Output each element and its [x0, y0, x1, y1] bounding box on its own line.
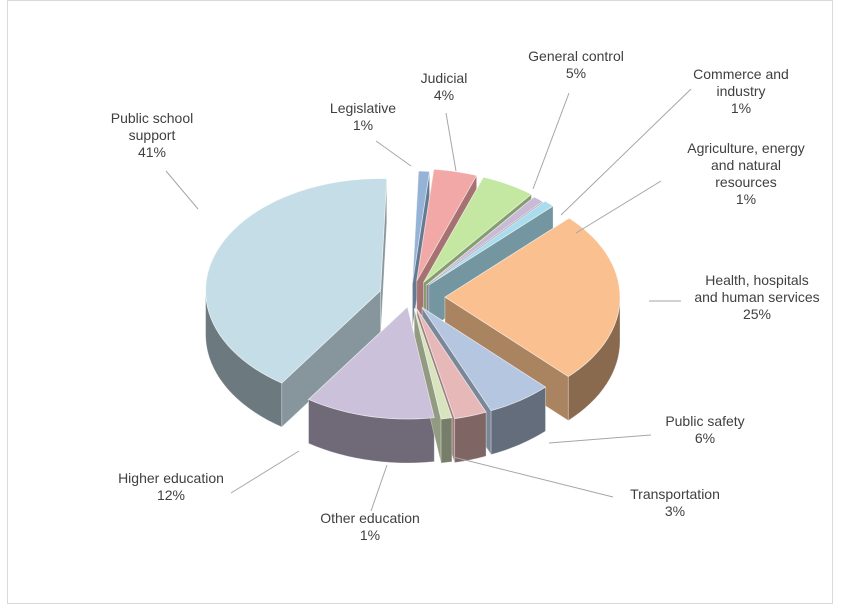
slice-judicial [416, 168, 478, 281]
slice-public-school [205, 178, 388, 384]
leader-line-transportation [452, 456, 614, 498]
pie-chart: Legislative 1% Judicial 4% General control 5%… [111, 48, 820, 543]
data-label-higher-education: Higher education 12% [118, 470, 224, 503]
pie-tops [205, 168, 621, 420]
leader-line-judicial [445, 112, 457, 172]
slice-agriculture [428, 200, 554, 286]
slice-commerce-industry [426, 196, 544, 286]
leader-line-general-control [532, 92, 570, 190]
data-label-general-control: General control 5% [528, 48, 624, 81]
slice-transportation [416, 308, 487, 420]
pie-labels: Legislative 1% Judicial 4% General control 5%… [111, 48, 820, 543]
data-label-transportation: Transportation 3% [630, 486, 720, 519]
chart-area: Legislative 1% Judicial 4% General control 5%… [7, 0, 833, 604]
data-label-health: Health, hospitals and human services 25% [694, 272, 819, 322]
leader-line-higher-education [230, 450, 300, 494]
data-label-agriculture: Agriculture, energy and natural resources 1… [687, 140, 805, 207]
slice-legislative [412, 170, 430, 284]
data-label-public-school: Public school support 41% [111, 110, 194, 160]
leader-line-commerce-industry [560, 88, 692, 216]
slice-higher-education [307, 306, 435, 420]
slice-health [444, 217, 621, 378]
leader-line-public-safety [548, 434, 652, 444]
data-label-legislative: Legislative 1% [330, 100, 396, 133]
data-label-public-safety: Public safety 6% [665, 413, 744, 446]
data-label-other-education: Other education 1% [320, 510, 420, 543]
leader-line-legislative [375, 140, 412, 167]
data-label-commerce-industry: Commerce and industry 1% [693, 66, 789, 116]
data-label-judicial: Judicial 4% [421, 70, 468, 103]
slice-public-safety [421, 307, 547, 412]
leader-line-public-school [165, 170, 199, 210]
leader-line-agriculture [575, 180, 662, 234]
leader-line-other-education [370, 464, 388, 512]
slice-general-control [423, 176, 533, 283]
slice-other-education [413, 308, 453, 420]
